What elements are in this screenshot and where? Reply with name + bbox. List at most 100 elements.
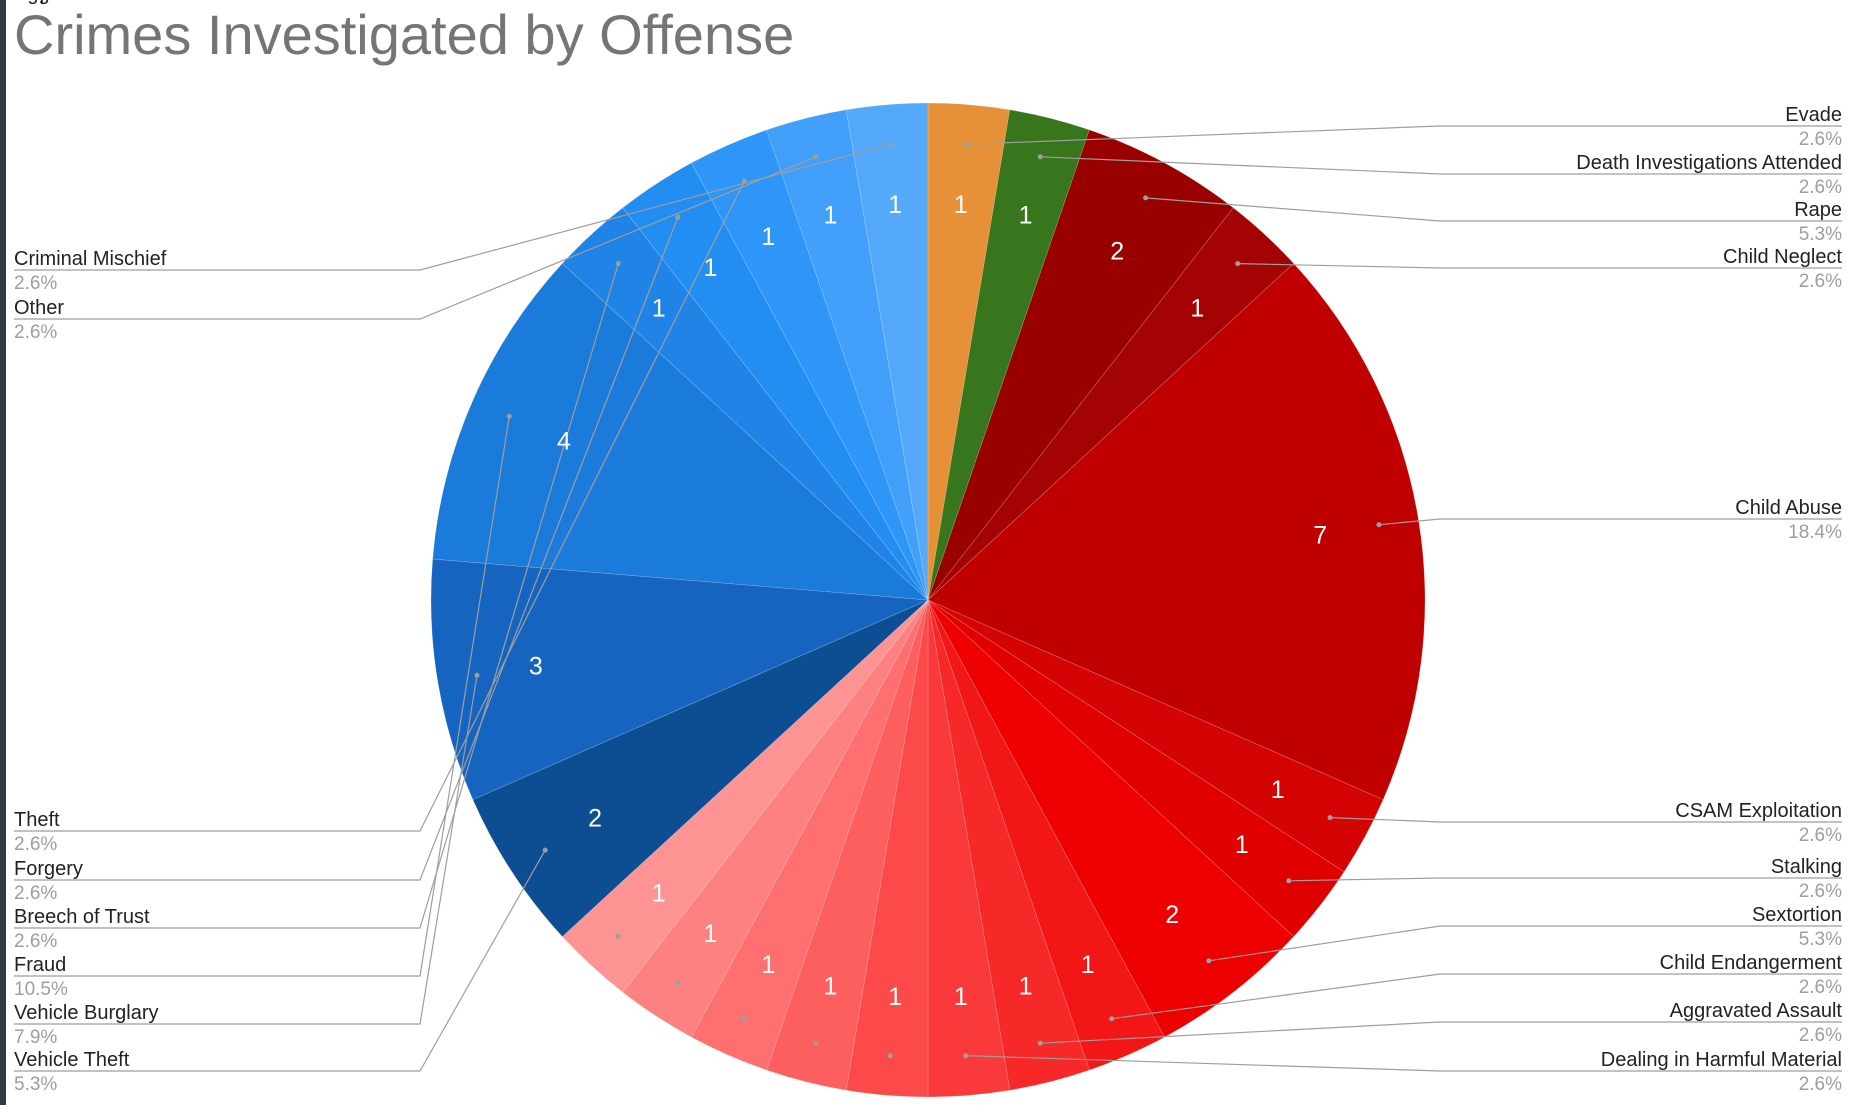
- leader-line-dealing-in-harmful-material: [965, 1055, 1842, 1072]
- slice-label-sextortion: Sextortion: [1752, 904, 1842, 926]
- leader-line-child-abuse: [1378, 518, 1842, 526]
- leader-dot-protective-order-violation: [813, 1040, 819, 1046]
- slice-label-fraud: Fraud: [14, 954, 66, 976]
- slice-label-evade: Evade: [1785, 104, 1842, 126]
- slice-value-welfare-check: 1: [652, 880, 666, 908]
- leader-line-vehicle-theft: [14, 849, 546, 1072]
- slice-label-stalking: Stalking: [1771, 856, 1842, 878]
- slice-label-forgery: Forgery: [14, 858, 83, 880]
- slice-percent-csam-exploitation: 2.6%: [1799, 825, 1842, 846]
- pie-slice-aggravated-assault: [927, 599, 1090, 1091]
- slice-percent-rape-of-a-child: 2.6%: [14, 0, 57, 5]
- slice-percent-child-neglect: 2.6%: [1799, 271, 1842, 292]
- leader-line-csam-exploitation: [1330, 817, 1842, 823]
- slice-value-forgery: 1: [704, 254, 718, 282]
- pie-slice-child-abuse: [927, 262, 1426, 801]
- slice-value-death-investigations-attended: 1: [1019, 202, 1033, 230]
- slice-value-stalking: 1: [1235, 831, 1249, 859]
- slice-value-csam-exploitation: 1: [1271, 776, 1285, 804]
- slice-label-rape: Rape: [1794, 199, 1842, 221]
- slice-label-rape-of-a-child: Rape of a Child: [14, 0, 152, 5]
- slice-value-child-neglect: 1: [1190, 295, 1204, 323]
- leader-line-stalking: [1288, 877, 1842, 882]
- slice-value-child-abuse: 7: [1313, 522, 1327, 550]
- pie-slice-fraud: [432, 262, 929, 601]
- slice-value-vehicle-theft: 2: [588, 805, 602, 833]
- pie-slice-vehicle-burglary: [430, 558, 929, 801]
- slice-percent-forgery: 2.6%: [14, 883, 57, 904]
- slice-value-fraud: 4: [557, 427, 571, 455]
- slice-value-aggravated-sexual-assault: 1: [704, 920, 718, 948]
- leader-line-fraud: [14, 416, 510, 977]
- pie-slice-vehicle-theft: [472, 599, 929, 938]
- leader-line-aggravated-assault: [1040, 1021, 1842, 1044]
- leader-line-death-investigations-attended: [1040, 156, 1842, 175]
- pie-slice-evade: [927, 102, 1011, 601]
- leader-line-breech-of-trust: [14, 263, 619, 929]
- pie-slice-breech-of-trust: [561, 207, 929, 601]
- slice-value-vehicle-burglary: 3: [529, 652, 543, 680]
- slice-label-aggravated-assault: Aggravated Assault: [1670, 1000, 1843, 1022]
- slice-value-evade: 1: [954, 191, 968, 219]
- leader-dot-aggravated-sexual-assault: [675, 980, 681, 986]
- slice-percent-sextortion: 5.3%: [1799, 929, 1842, 950]
- slice-label-child-abuse: Child Abuse: [1735, 497, 1842, 519]
- slice-value-rape: 2: [1110, 237, 1124, 265]
- slice-percent-welfare-check: 2.6%: [14, 0, 57, 5]
- pie-slices: [430, 102, 1426, 1098]
- slice-percent-fraud: 10.5%: [14, 979, 68, 1000]
- slice-percent-vehicle-theft: 5.3%: [14, 1074, 57, 1095]
- slice-label-vehicle-burglary: Vehicle Burglary: [14, 1002, 159, 1024]
- slice-value-sextortion: 2: [1165, 901, 1179, 929]
- slice-label-aggravated-sexual-assault: Aggravated Sexual Assault: [14, 0, 253, 5]
- slice-label-elder-abuse: Elder Abuse: [14, 0, 122, 5]
- pie-slice-protective-order-violation: [766, 599, 929, 1091]
- slice-percent-elder-abuse: 2.6%: [14, 0, 57, 5]
- slice-label-dealing-in-harmful-material: Dealing in Harmful Material: [1601, 1049, 1842, 1071]
- slice-percent-protective-order-violation: 2.6%: [14, 0, 57, 5]
- pie-slice-theft: [691, 129, 929, 601]
- slice-labels: Evade 2.6% Death Investigations Attended 2.…: [14, 0, 1842, 1095]
- slice-label-csam-exploitation: CSAM Exploitation: [1675, 800, 1842, 822]
- slice-label-theft: Theft: [14, 809, 60, 831]
- slice-label-child-neglect: Child Neglect: [1723, 246, 1842, 268]
- slice-percent-vehicle-burglary: 7.9%: [14, 1027, 57, 1048]
- slice-value-rape-of-a-child: 1: [888, 983, 902, 1011]
- slice-percent-child-abuse: 18.4%: [1788, 522, 1842, 543]
- slice-value-breech-of-trust: 1: [652, 295, 666, 323]
- pie-slice-welfare-check: [561, 599, 929, 993]
- pie-slice-other: [766, 109, 929, 601]
- pie-slice-criminal-mischief: [845, 102, 929, 601]
- slice-label-protective-order-violation: Protective Order Violation: [14, 0, 242, 5]
- slice-percent-death-investigations-attended: 2.6%: [1799, 177, 1842, 198]
- slice-value-child-endangerment: 1: [1081, 951, 1095, 979]
- slice-label-child-endangerment: Child Endangerment: [1660, 952, 1843, 974]
- slice-label-welfare-check: Welfare Check: [14, 0, 146, 5]
- leader-line-rape: [1145, 197, 1842, 222]
- pie-slice-stalking: [927, 599, 1345, 938]
- leader-line-child-endangerment: [1111, 973, 1842, 1020]
- pie-slice-dealing-in-harmful-material: [927, 599, 1011, 1098]
- pie-slice-rape: [927, 129, 1234, 601]
- pie-slice-aggravated-sexual-assault: [622, 599, 929, 1038]
- chart-title: Crimes Investigated by Offense: [14, 3, 795, 66]
- slice-label-breech-of-trust: Breech of Trust: [14, 906, 150, 928]
- slice-percent-stalking: 2.6%: [1799, 881, 1842, 902]
- leader-line-sextortion: [1208, 925, 1842, 962]
- slice-label-other: Other: [14, 297, 64, 319]
- slice-percent-other: 2.6%: [14, 322, 57, 343]
- leader-line-evade: [965, 125, 1842, 145]
- slice-percent-child-endangerment: 2.6%: [1799, 977, 1842, 998]
- slice-label-criminal-mischief: Criminal Mischief: [14, 248, 167, 270]
- pie-slice-death-investigations-attended: [927, 109, 1090, 601]
- slice-label-death-investigations-attended: Death Investigations Attended: [1576, 152, 1842, 174]
- slice-percent-aggravated-sexual-assault: 2.6%: [14, 0, 57, 5]
- slice-percent-dealing-in-harmful-material: 2.6%: [1799, 1074, 1842, 1095]
- leader-dot-welfare-check: [615, 933, 621, 939]
- leader-lines: [14, 125, 1842, 1072]
- window-edge: [0, 0, 6, 1105]
- slice-percent-criminal-mischief: 2.6%: [14, 273, 57, 294]
- leader-dot-rape-of-a-child: [887, 1053, 893, 1059]
